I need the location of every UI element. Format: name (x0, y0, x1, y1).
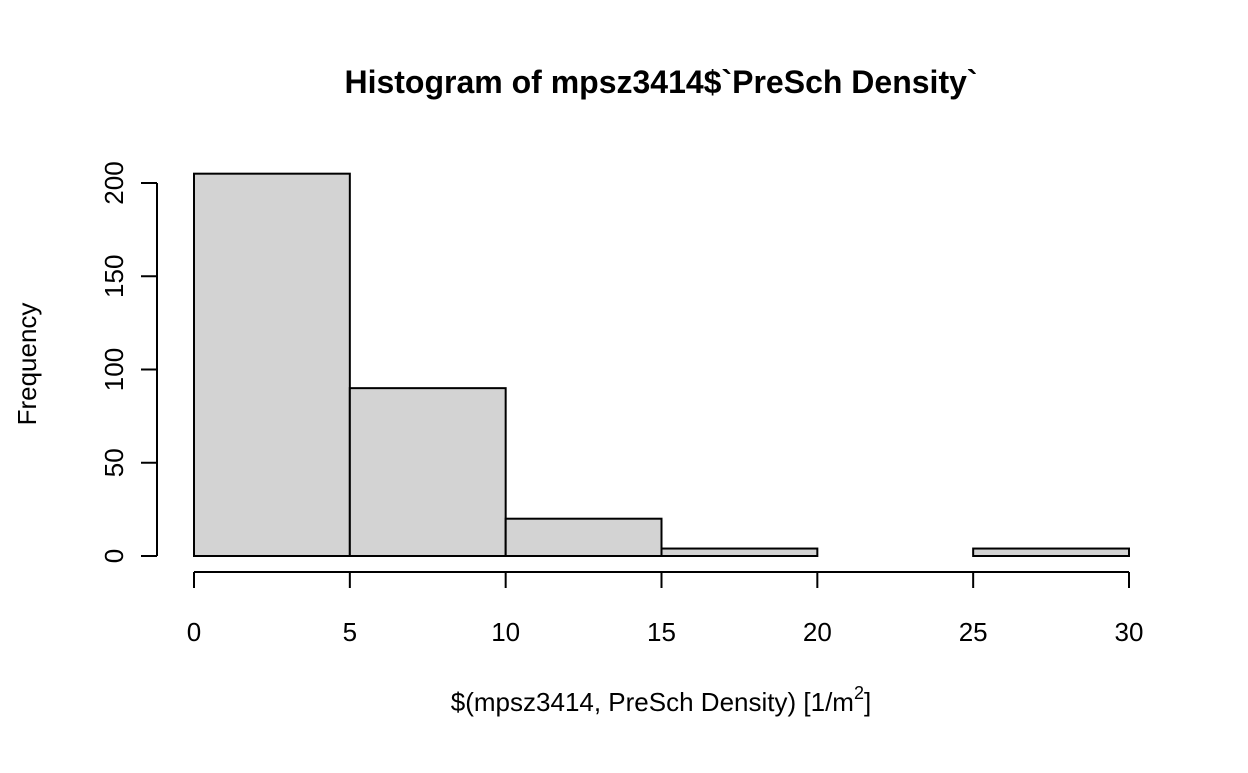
x-axis-label: $(mpsz3414, PreSch Density) [1/m2] (451, 683, 871, 717)
y-tick-label-0: 0 (99, 549, 129, 563)
histogram-bar-5 (972, 547, 1131, 557)
x-axis-label-main: $(mpsz3414, PreSch Density) [1 (451, 687, 825, 717)
x-tick-label-1: 5 (343, 617, 357, 647)
x-axis-label-close: ] (864, 687, 871, 717)
histogram-bar-0 (193, 172, 351, 558)
x-tick-label-2: 10 (491, 617, 520, 647)
y-axis: 0 50 100 150 200 (99, 161, 158, 563)
histogram-bar-3 (660, 547, 819, 557)
histogram-bar-1 (348, 387, 507, 557)
x-axis-label-text: $(mpsz3414, PreSch Density) [1/m2] (451, 683, 871, 717)
y-tick-label-1: 50 (99, 448, 129, 477)
x-tick-label-3: 15 (647, 617, 676, 647)
y-tick-label-3: 150 (99, 255, 129, 298)
y-tick-label-2: 100 (99, 348, 129, 391)
histogram-bars (193, 172, 1131, 558)
chart-title: Histogram of mpsz3414$`PreSch Density` (344, 64, 977, 100)
x-axis-label-superscript: 2 (854, 683, 864, 703)
x-tick-label-6: 30 (1115, 617, 1144, 647)
x-tick-label-4: 20 (803, 617, 832, 647)
x-axis-label-unit: m (832, 687, 854, 717)
y-tick-label-4: 200 (99, 161, 129, 204)
y-axis-label: Frequency (12, 303, 42, 426)
x-axis-label-slash: / (825, 687, 833, 717)
x-tick-label-0: 0 (187, 617, 201, 647)
histogram-bar-2 (504, 517, 663, 558)
x-tick-label-5: 25 (959, 617, 988, 647)
x-axis: 0 5 10 15 20 25 30 (187, 571, 1144, 647)
